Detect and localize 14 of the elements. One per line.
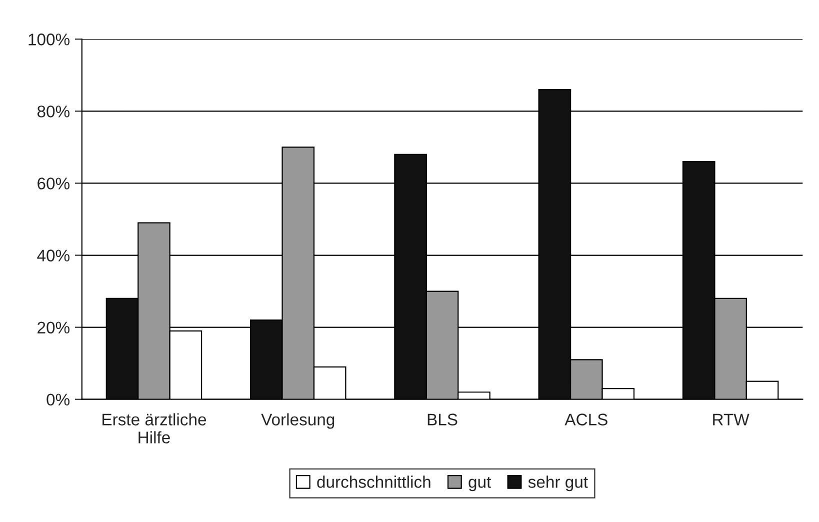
legend-label: sehr gut — [528, 476, 588, 492]
y-tick-label: 60% — [38, 178, 70, 190]
x-tick-label: Erste ärztliche Hilfe — [102, 413, 206, 444]
y-tick-label: 80% — [37, 106, 70, 118]
y-tick-label: 40% — [37, 250, 70, 262]
legend-label: gut — [468, 476, 492, 492]
x-tick-label: BLS — [428, 414, 458, 426]
y-tick-label: 100% — [28, 34, 70, 46]
x-tick-label: ACLS — [564, 414, 608, 426]
x-tick-label: RTW — [713, 414, 750, 426]
y-tick-label: 20% — [38, 322, 70, 334]
y-tick-label: 0% — [46, 394, 70, 406]
legend-label: durchschnittlich — [317, 476, 430, 488]
x-tick-label: Vorlesung — [261, 413, 334, 429]
